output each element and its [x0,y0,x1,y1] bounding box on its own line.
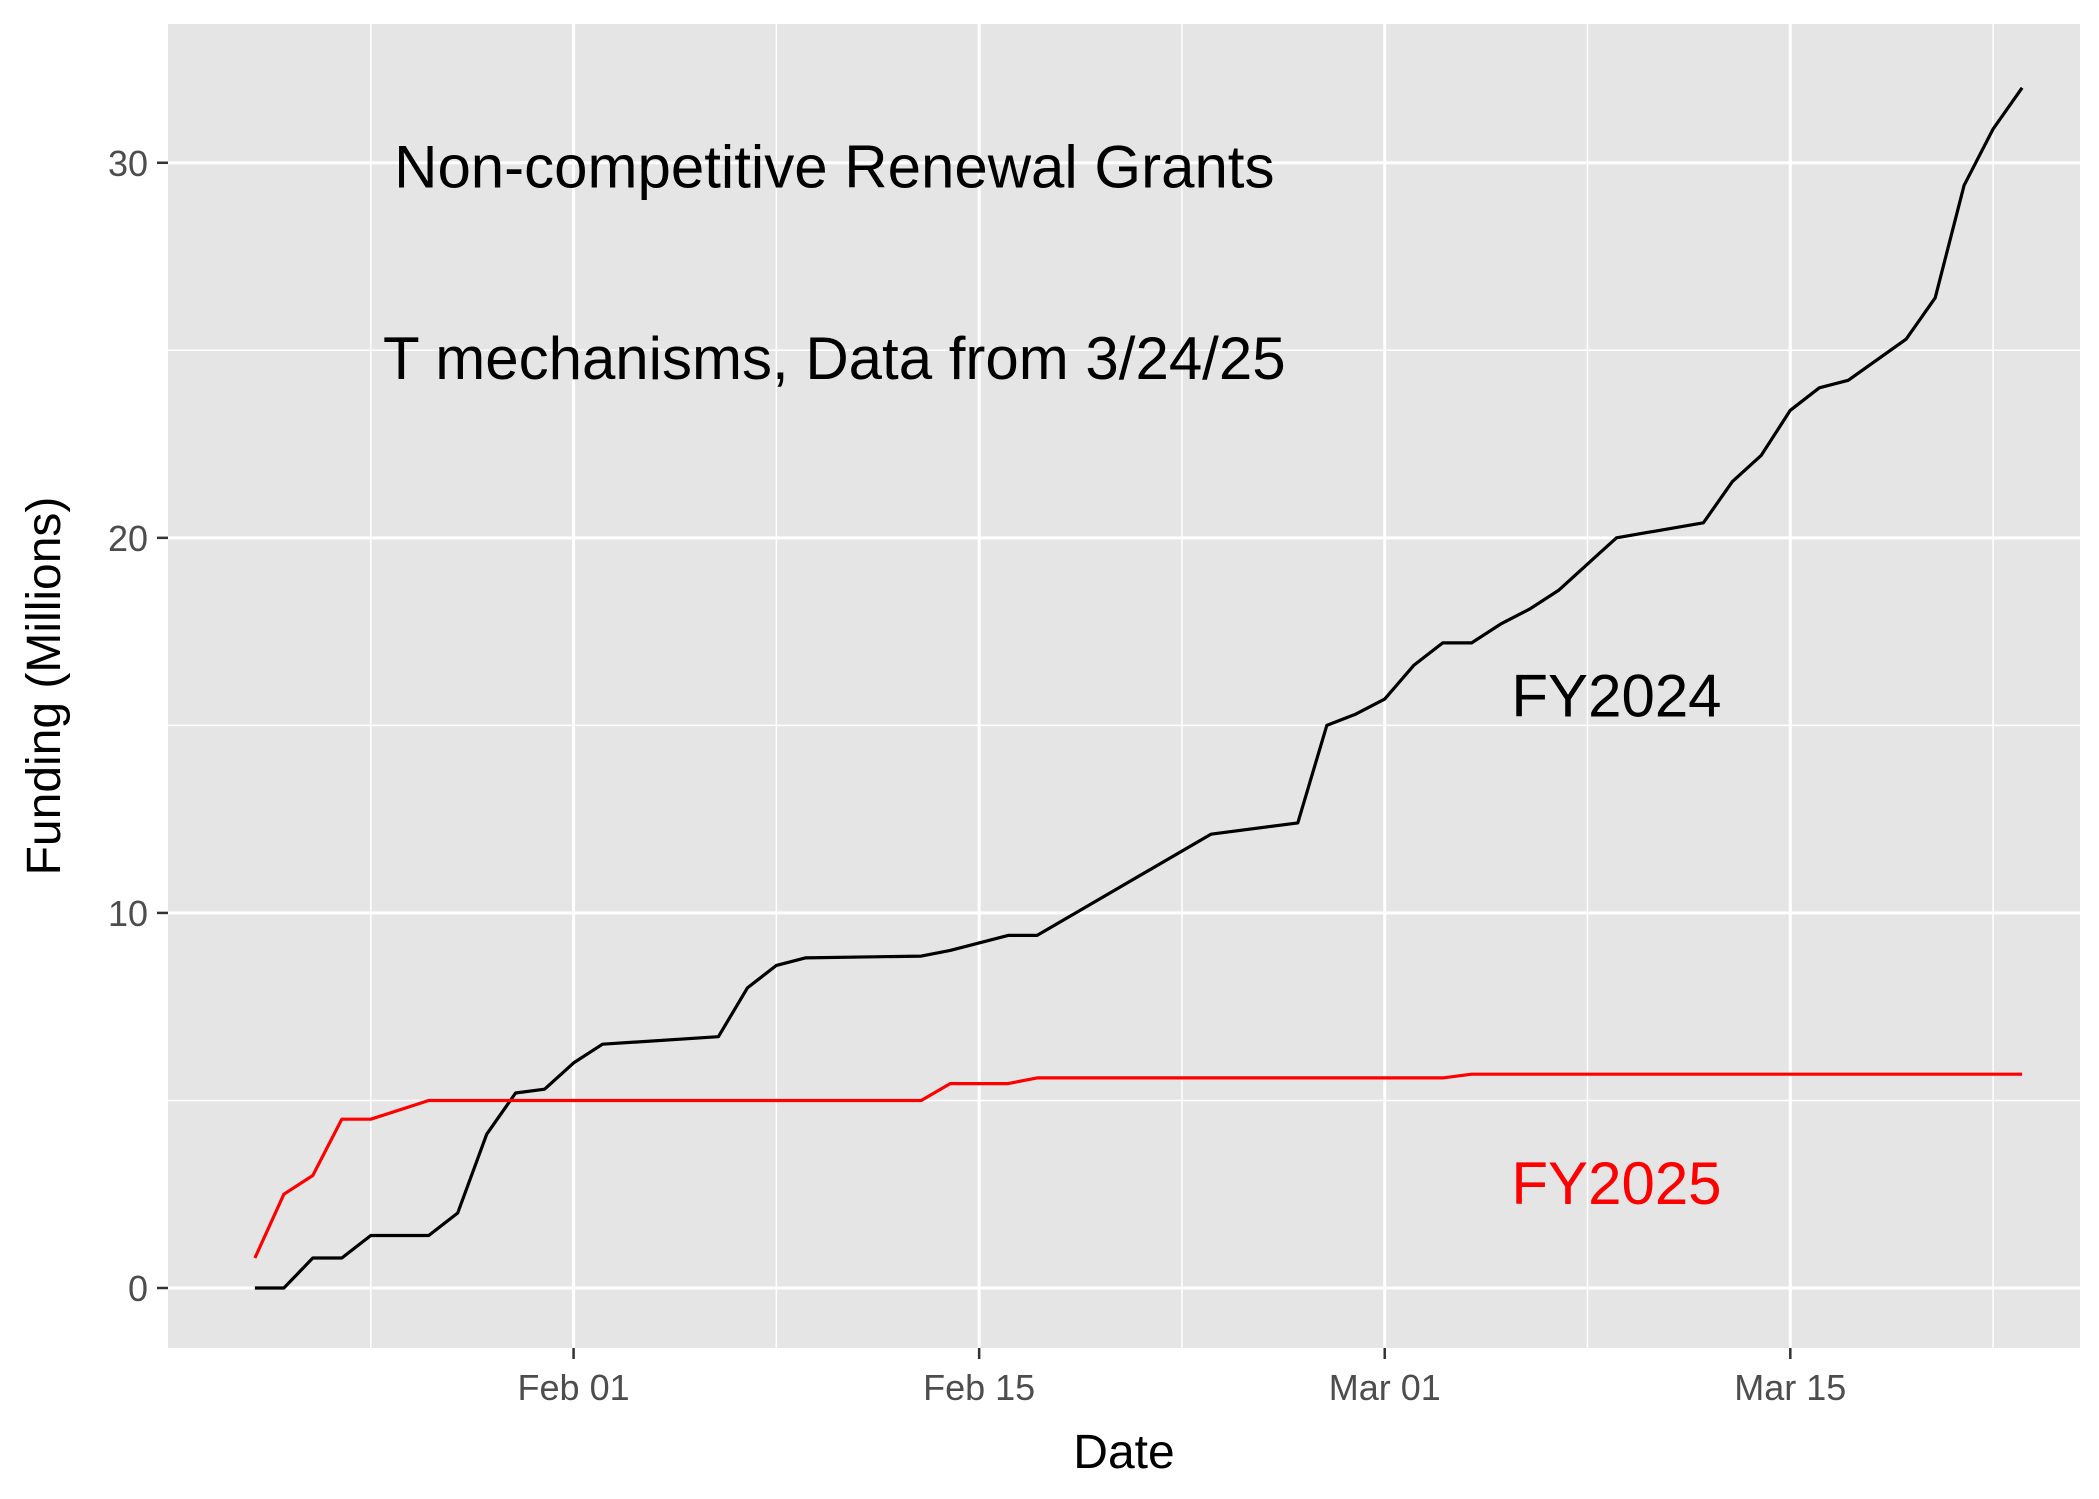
x-axis-title: Date [1073,1426,1174,1479]
y-tick-label: 30 [108,143,148,184]
annotation-4: FY2025 [1511,1150,1721,1217]
minor-gridlines [168,24,2080,1348]
x-tick-label: Feb 01 [518,1367,630,1408]
major-gridlines [168,24,2080,1348]
y-axis: 0 10 20 30 [108,143,168,1309]
y-tick-label: 10 [108,893,148,934]
series-lines [253,86,2024,1290]
series-line-1 [254,86,2024,1290]
x-tick-label: Mar 01 [1329,1367,1441,1408]
chart-annotations: Non-competitive Renewal Grants T mechanis… [383,134,1722,1217]
plot-panel [168,24,2080,1348]
annotation-3: FY2024 [1511,662,1721,729]
annotation-1: Non-competitive Renewal Grants [394,134,1274,201]
x-tick-label: Feb 15 [923,1367,1035,1408]
y-axis-title: Funding (Millions) [18,497,71,876]
x-axis: Feb 01 Feb 15 Mar 01 Mar 15 [518,1348,1846,1408]
series-line-2 [253,1072,2023,1259]
y-tick-label: 20 [108,518,148,559]
annotation-2: T mechanisms, Data from 3/24/25 [383,325,1286,392]
x-tick-label: Mar 15 [1734,1367,1846,1408]
y-tick-label: 0 [128,1268,148,1309]
